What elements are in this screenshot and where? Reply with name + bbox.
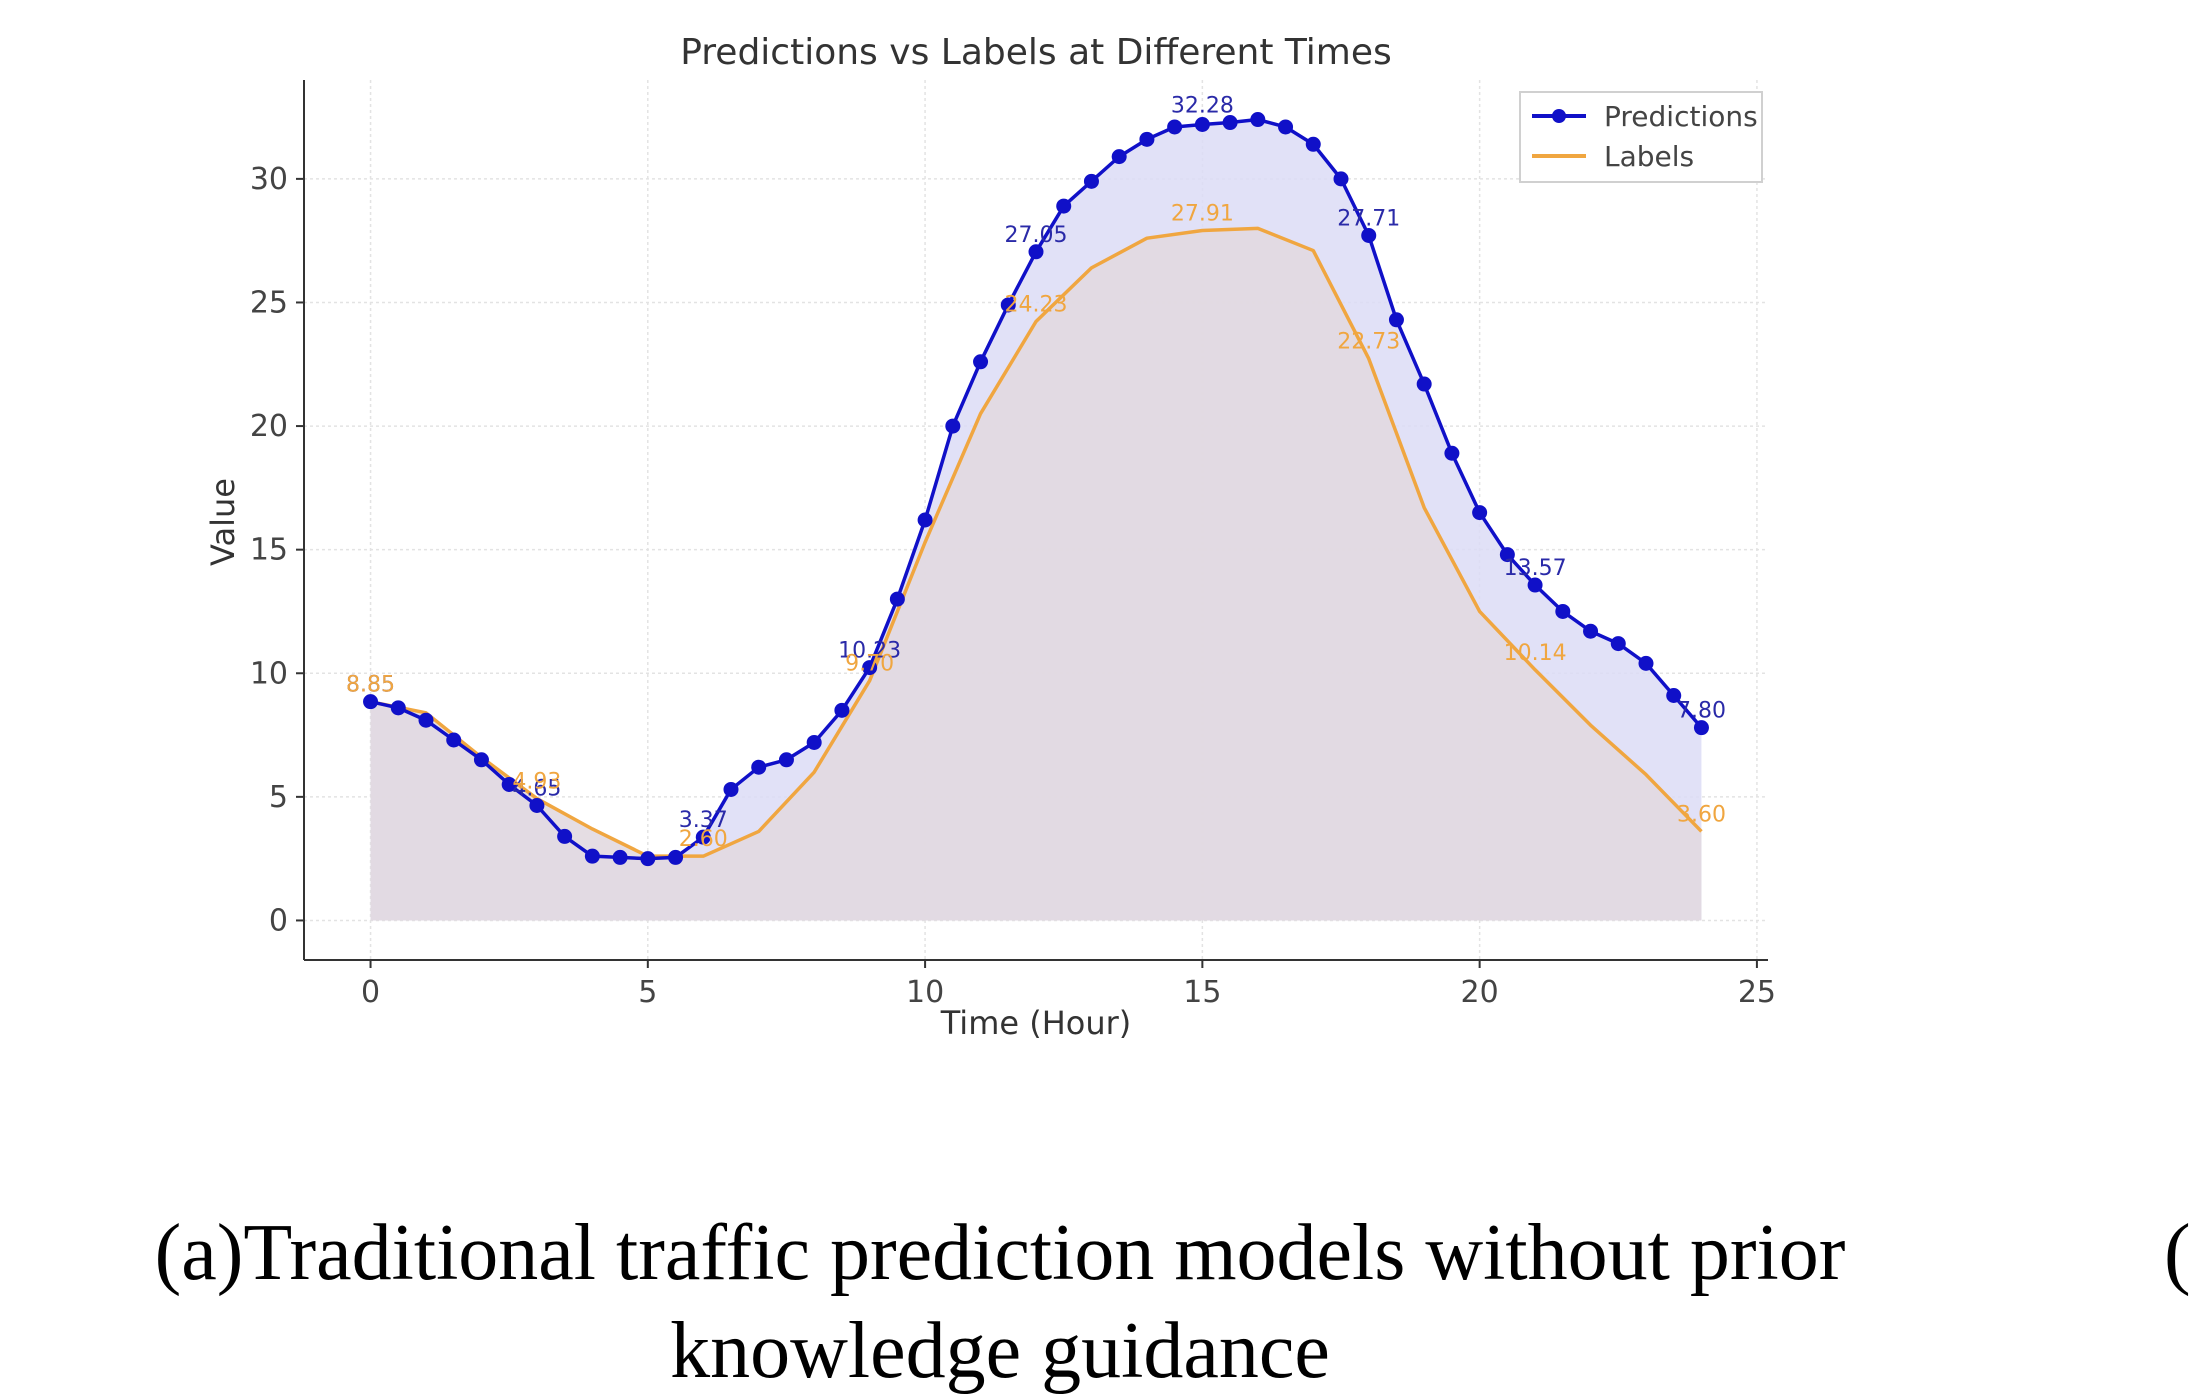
prediction-point bbox=[917, 512, 933, 528]
prediction-annotation: 27.05 bbox=[1005, 223, 1068, 248]
prediction-point bbox=[695, 829, 711, 845]
prediction-point bbox=[612, 849, 628, 865]
prediction-annotation: 27.71 bbox=[1337, 206, 1400, 231]
prediction-point bbox=[1000, 297, 1016, 313]
prediction-point bbox=[834, 702, 850, 718]
chart-title: Predictions vs Labels at Different Times bbox=[680, 32, 1392, 73]
label-annotation: 22.73 bbox=[1337, 330, 1400, 355]
prediction-point bbox=[1499, 547, 1515, 563]
value-annotations: 8.85 4.65 3.37 10.23 27.05 32.28 27.71 13.57 7.8… bbox=[346, 94, 1726, 853]
prediction-annotation: 8.85 bbox=[346, 673, 395, 698]
label-annotation: 3.60 bbox=[1677, 802, 1726, 827]
prediction-markers bbox=[363, 112, 1709, 867]
prediction-point bbox=[1666, 688, 1682, 704]
prediction-point bbox=[862, 660, 878, 676]
prediction-point bbox=[1028, 244, 1044, 260]
legend-frame bbox=[1519, 91, 1763, 183]
label-annotation: 27.91 bbox=[1171, 202, 1234, 227]
tick-labels: 0 5 10 15 20 25 0 5 10 15 20 25 30 bbox=[250, 162, 1776, 1010]
label-annotation: 9.70 bbox=[845, 652, 894, 677]
y-tick-label: 20 bbox=[250, 409, 288, 444]
prediction-point bbox=[1305, 136, 1321, 152]
prediction-point bbox=[751, 759, 767, 775]
prediction-point bbox=[1610, 636, 1626, 652]
y-tick-label: 25 bbox=[250, 285, 288, 320]
prediction-point bbox=[1472, 505, 1488, 521]
axes bbox=[303, 80, 1768, 961]
prediction-point bbox=[973, 354, 989, 370]
label-annotation: 4.93 bbox=[512, 770, 561, 795]
label-annotation: 2.60 bbox=[679, 827, 728, 852]
prediction-point bbox=[1388, 312, 1404, 328]
prediction-point bbox=[1693, 720, 1709, 736]
labels-area bbox=[370, 228, 1702, 921]
prediction-point bbox=[363, 694, 379, 710]
prediction-point bbox=[1583, 623, 1599, 639]
figure-caption-line-1: (a)Traditional traffic prediction models… bbox=[154, 1209, 1846, 1297]
prediction-point bbox=[1638, 655, 1654, 671]
y-axis-label: Value bbox=[204, 478, 242, 566]
prediction-point bbox=[446, 732, 462, 748]
prediction-point bbox=[778, 752, 794, 768]
prediction-point bbox=[584, 848, 600, 864]
x-tick-label: 25 bbox=[1738, 975, 1776, 1010]
next-caption-fragment: ( bbox=[2164, 1209, 2191, 1297]
prediction-annotation: 4.65 bbox=[512, 777, 561, 802]
prediction-annotation: 13.57 bbox=[1504, 556, 1567, 581]
x-axis-label: Time (Hour) bbox=[940, 1004, 1132, 1042]
label-annotation: 8.85 bbox=[346, 673, 395, 698]
prediction-point bbox=[640, 851, 656, 867]
prediction-point bbox=[1083, 173, 1099, 189]
legend-predictions-marker bbox=[1552, 109, 1566, 123]
prediction-point bbox=[668, 849, 684, 865]
prediction-point bbox=[418, 712, 434, 728]
area-fills bbox=[370, 119, 1702, 921]
label-annotation: 10.14 bbox=[1504, 641, 1567, 666]
prediction-point bbox=[557, 828, 573, 844]
x-tick-label: 5 bbox=[638, 975, 657, 1010]
prediction-point bbox=[529, 798, 545, 814]
prediction-point bbox=[806, 734, 822, 750]
y-tick-label: 5 bbox=[269, 780, 288, 815]
prediction-point bbox=[1222, 115, 1238, 131]
prediction-point bbox=[1361, 227, 1377, 243]
prediction-annotation: 10.23 bbox=[838, 639, 901, 664]
prediction-point bbox=[1250, 112, 1266, 128]
prediction-annotation: 7.80 bbox=[1677, 699, 1726, 724]
legend: Predictions Labels bbox=[1519, 91, 1763, 183]
x-tick-label: 10 bbox=[906, 975, 944, 1010]
prediction-point bbox=[1167, 119, 1183, 135]
y-tick-label: 30 bbox=[250, 162, 288, 197]
prediction-point bbox=[1056, 198, 1072, 214]
legend-predictions-label: Predictions bbox=[1604, 100, 1758, 133]
y-tick-label: 10 bbox=[250, 656, 288, 691]
prediction-point bbox=[1111, 149, 1127, 165]
y-tick-label: 15 bbox=[250, 533, 288, 568]
prediction-point bbox=[1139, 131, 1155, 147]
labels-line bbox=[370, 226, 1703, 858]
label-annotation: 24.23 bbox=[1005, 293, 1068, 318]
prediction-point bbox=[1444, 445, 1460, 461]
prediction-point bbox=[1555, 603, 1571, 619]
prediction-point bbox=[501, 776, 517, 792]
legend-labels-label: Labels bbox=[1604, 140, 1694, 173]
prediction-point bbox=[1278, 119, 1294, 135]
y-tick-label: 0 bbox=[269, 903, 288, 938]
prediction-point bbox=[390, 700, 406, 716]
prediction-point bbox=[1194, 116, 1210, 132]
x-tick-label: 0 bbox=[361, 975, 380, 1010]
x-tick-label: 20 bbox=[1461, 975, 1499, 1010]
prediction-annotation: 32.28 bbox=[1171, 94, 1234, 119]
prediction-point bbox=[945, 418, 961, 434]
prediction-point bbox=[723, 781, 739, 797]
prediction-annotation: 3.37 bbox=[679, 808, 728, 833]
prediction-point bbox=[1416, 376, 1432, 392]
x-tick-label: 15 bbox=[1183, 975, 1221, 1010]
prediction-point bbox=[473, 752, 489, 768]
prediction-point bbox=[889, 591, 905, 607]
figure-caption-line-2: knowledge guidance bbox=[670, 1307, 1330, 1395]
prediction-point bbox=[1527, 577, 1543, 593]
prediction-point bbox=[1333, 171, 1349, 187]
